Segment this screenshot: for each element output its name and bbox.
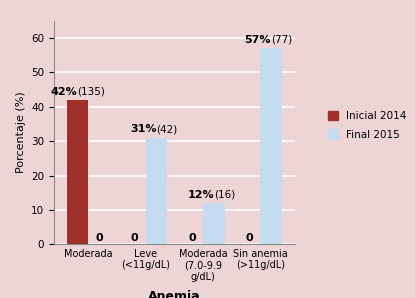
Text: (135): (135): [78, 86, 105, 97]
Bar: [203, 203, 225, 244]
Text: (42): (42): [156, 124, 178, 134]
Text: 57%: 57%: [245, 35, 271, 45]
Y-axis label: Porcentaje (%): Porcentaje (%): [15, 92, 26, 173]
Text: 31%: 31%: [130, 124, 156, 134]
Bar: [260, 48, 282, 244]
Text: (77): (77): [271, 35, 293, 45]
X-axis label: Anemia: Anemia: [148, 290, 200, 298]
Bar: [66, 100, 88, 244]
Text: 0: 0: [246, 233, 253, 243]
Text: 0: 0: [131, 233, 139, 243]
Text: (16): (16): [214, 190, 235, 200]
Bar: [146, 138, 167, 244]
Text: 0: 0: [95, 233, 103, 243]
Text: 0: 0: [188, 233, 196, 243]
Text: 12%: 12%: [187, 190, 214, 200]
Text: 42%: 42%: [51, 86, 78, 97]
Legend: Inicial 2014, Final 2015: Inicial 2014, Final 2015: [325, 108, 410, 143]
